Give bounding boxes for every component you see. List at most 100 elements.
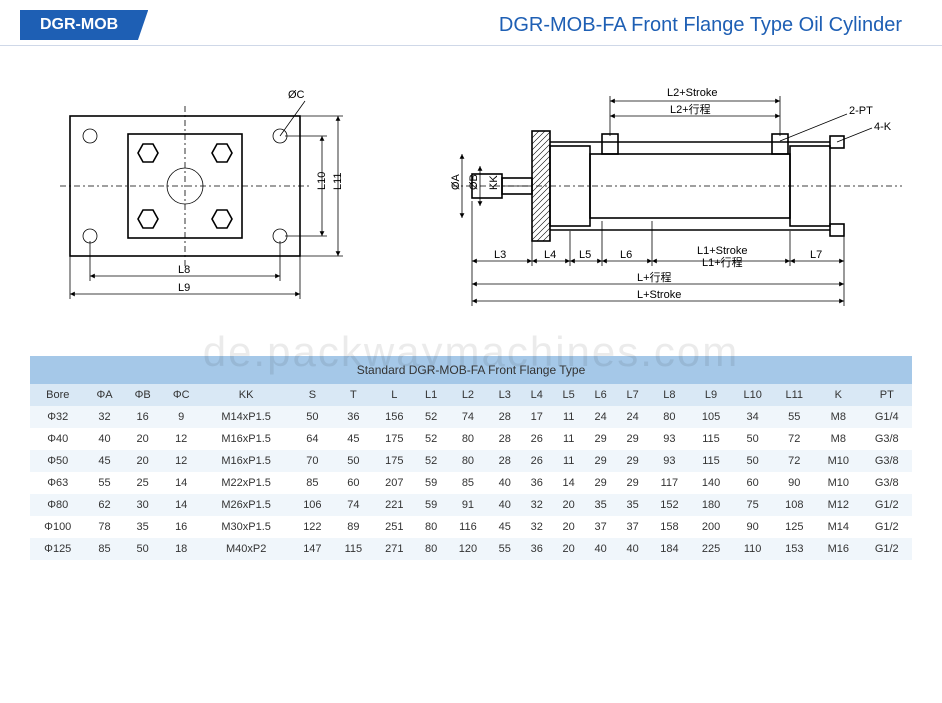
table-cell: G1/2 [862,494,912,516]
table-cell: 16 [124,406,162,428]
table-cell: 156 [374,406,416,428]
table-cell: 45 [333,428,373,450]
table-col-header: PT [862,384,912,406]
table-cell: 40 [489,494,521,516]
table-cell: 106 [292,494,334,516]
table-cell: 74 [333,494,373,516]
table-cell: Φ100 [30,516,85,538]
table-cell: M8 [815,428,861,450]
label-LStroke: L+Stroke [637,289,681,301]
table-col-header: ΦC [162,384,201,406]
table-cell: 28 [489,406,521,428]
table-cell: 120 [447,538,489,560]
table-cell: 140 [690,472,732,494]
table-cell: 52 [415,428,447,450]
table-cell: 30 [124,494,162,516]
table-cell: 34 [732,406,774,428]
table-cell: 117 [649,472,691,494]
table-col-header: L [374,384,416,406]
table-cell: 25 [124,472,162,494]
label-L2Stroke: L2+Stroke [667,87,717,99]
table-cell: 20 [553,516,585,538]
table-cell: 175 [374,428,416,450]
table-col-header: ΦA [85,384,123,406]
table-col-header: KK [201,384,292,406]
label-L2StrokeCn: L2+行程 [670,103,711,116]
table-cell: 12 [162,450,201,472]
table-cell: 20 [553,494,585,516]
table-cell: G3/8 [862,450,912,472]
table-cell: G3/8 [862,472,912,494]
table-cell: 26 [521,450,553,472]
table-cell: 37 [585,516,617,538]
table-cell: 91 [447,494,489,516]
label-KK: KK [488,175,500,190]
table-cell: 29 [585,428,617,450]
table-cell: M22xP1.5 [201,472,292,494]
table-cell: 50 [292,406,334,428]
table-col-header: L6 [585,384,617,406]
table-cell: 29 [617,428,649,450]
table-cell: Φ40 [30,428,85,450]
table-cell: 40 [585,538,617,560]
table-cell: Φ50 [30,450,85,472]
table-cell: 29 [617,472,649,494]
table-cell: 80 [415,538,447,560]
table-cell: 62 [85,494,123,516]
table-cell: 75 [732,494,774,516]
table-cell: G1/2 [862,516,912,538]
product-badge: DGR-MOB [20,10,148,40]
diagram-cylinder-side: L2+Stroke L2+行程 2-PT 4-K ØA ØB KK L3 L4 … [442,66,912,336]
table-col-header: L7 [617,384,649,406]
table-row: Φ50452012M16xP1.570501755280282611292993… [30,450,912,472]
table-cell: 12 [162,428,201,450]
diagram-area: ØC L8 L9 L10 L11 [0,46,942,346]
label-2PT: 2-PT [849,105,873,117]
table-col-header: L1 [415,384,447,406]
table-cell: 11 [553,450,585,472]
table-cell: 122 [292,516,334,538]
table-cell: 175 [374,450,416,472]
table-cell: 40 [85,428,123,450]
table-row: Φ63552514M22xP1.585602075985403614292911… [30,472,912,494]
table-cell: M12 [815,494,861,516]
table-cell: 20 [124,428,162,450]
table-cell: 93 [649,450,691,472]
label-L1StrokeCn: L1+行程 [702,256,743,269]
table-cell: 115 [333,538,373,560]
label-phiC: ØC [288,89,305,101]
table-cell: 59 [415,472,447,494]
table-cell: 35 [617,494,649,516]
table-col-header: L10 [732,384,774,406]
table-cell: M26xP1.5 [201,494,292,516]
table-cell: 14 [553,472,585,494]
table-cell: 180 [690,494,732,516]
table-cell: 78 [85,516,123,538]
table-cell: 85 [85,538,123,560]
table-cell: 85 [447,472,489,494]
table-cell: 50 [333,450,373,472]
table-cell: 64 [292,428,334,450]
table-col-header: L4 [521,384,553,406]
table-cell: 18 [162,538,201,560]
table-col-header: L5 [553,384,585,406]
table-cell: 29 [617,450,649,472]
table-cell: M10 [815,450,861,472]
label-L10: L10 [316,172,328,190]
table-cell: 184 [649,538,691,560]
table-cell: 110 [732,538,774,560]
label-L7: L7 [810,249,822,261]
table-cell: M30xP1.5 [201,516,292,538]
table-col-header: L2 [447,384,489,406]
table-header-row: BoreΦAΦBΦCKKSTLL1L2L3L4L5L6L7L8L9L10L11K… [30,384,912,406]
table-cell: 35 [124,516,162,538]
table-cell: 60 [732,472,774,494]
header: DGR-MOB DGR-MOB-FA Front Flange Type Oil… [0,0,942,46]
table-cell: 125 [773,516,815,538]
table-cell: 207 [374,472,416,494]
table-row: Φ125855018M40xP2147115271801205536204040… [30,538,912,560]
table-cell: 115 [690,428,732,450]
table-cell: 45 [489,516,521,538]
table-cell: 50 [732,428,774,450]
table-cell: 14 [162,494,201,516]
